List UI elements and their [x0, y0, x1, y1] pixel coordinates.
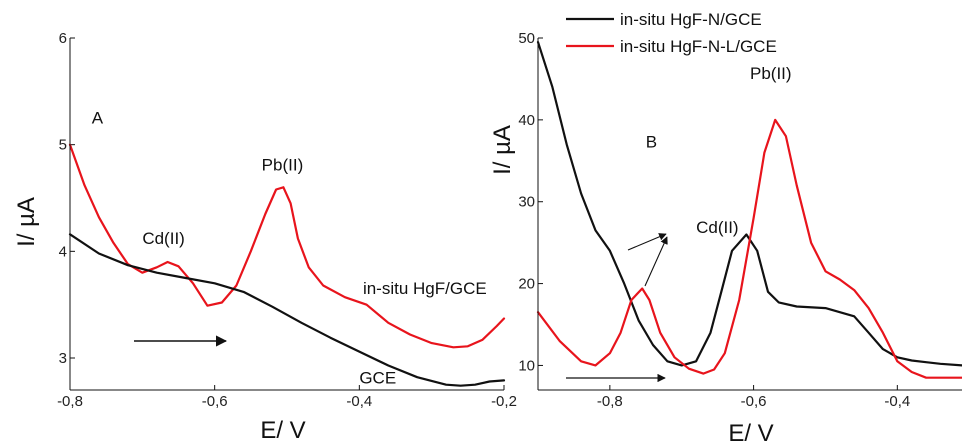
panel-b-x-tick-label: -0,4 — [884, 393, 910, 410]
panel-b-annotation: Cd(II) — [696, 218, 739, 237]
series-line-in-situ-hgf-gce — [68, 143, 506, 349]
cd-peak-pointer-arrow-1 — [627, 233, 667, 251]
panel-a-x-tick-label: -0,2 — [491, 393, 517, 410]
panel-a-x-tick-label: -0,6 — [202, 393, 228, 410]
panel-b-y-tick-label: 50 — [518, 30, 535, 47]
panel-a: -0,8 -0,6 -0,4 -0,2 3 4 5 6 A Cd(II) Pb(II) in-situ… — [13, 30, 517, 443]
panel-a-annotation: Cd(II) — [142, 229, 185, 248]
cd-peak-pointer-arrow-2 — [644, 236, 668, 287]
panel-a-y-tick-label: 3 — [59, 350, 67, 367]
panel-a-plot-area: -0,8 -0,6 -0,4 -0,2 3 4 5 6 A Cd(II) Pb(II) in-situ… — [57, 30, 517, 410]
panel-b-y-tick-label: 30 — [518, 194, 535, 211]
panel-a-annotation: A — [92, 108, 104, 127]
panel-a-y-tick-label: 4 — [59, 243, 67, 260]
panel-b-x-tick-label: -0,8 — [597, 393, 623, 410]
panel-a-y-axis-label: I/ µA — [13, 197, 40, 247]
panel-a-y-tick-label: 5 — [59, 137, 67, 154]
panel-b-x-tick-label: -0,6 — [741, 393, 767, 410]
panel-b-legend: in-situ HgF-N/GCE in-situ HgF-N-L/GCE — [566, 10, 777, 56]
panel-a-annotation: Pb(II) — [262, 155, 304, 174]
panel-a-x-tick-label: -0,8 — [57, 393, 83, 410]
panel-b-y-tick-label: 40 — [518, 112, 535, 129]
panel-b-annotation: B — [646, 133, 657, 152]
panel-b-annotation: Pb(II) — [750, 64, 792, 83]
panel-a-x-tick-label: -0,4 — [346, 393, 372, 410]
panel-b-x-axis-label: E/ V — [728, 420, 773, 443]
series-line-in-situ-hgf-n-gce — [536, 40, 962, 367]
panel-a-annotation: in-situ HgF/GCE — [363, 279, 487, 298]
panel-b: -0,8 -0,6 -0,4 10 20 30 40 50 B Cd(II) Pb(II) E/ V… — [489, 10, 962, 443]
panel-b-y-tick-label: 10 — [518, 357, 535, 374]
series-line-in-situ-hgf-n-l-gce — [536, 118, 962, 379]
legend-label-hgf-n-l: in-situ HgF-N-L/GCE — [620, 37, 777, 56]
panel-b-y-tick-label: 20 — [518, 276, 535, 293]
panel-a-x-axis-label: E/ V — [260, 417, 305, 443]
legend-label-hgf-n: in-situ HgF-N/GCE — [620, 10, 762, 29]
panel-b-y-axis-label: I/ µA — [489, 125, 516, 175]
series-line-gce — [68, 233, 506, 387]
panel-a-annotation: GCE — [359, 369, 396, 388]
panel-a-y-tick-label: 6 — [59, 30, 67, 47]
panel-b-plot-area: -0,8 -0,6 -0,4 10 20 30 40 50 B Cd(II) Pb(II) — [518, 30, 962, 410]
